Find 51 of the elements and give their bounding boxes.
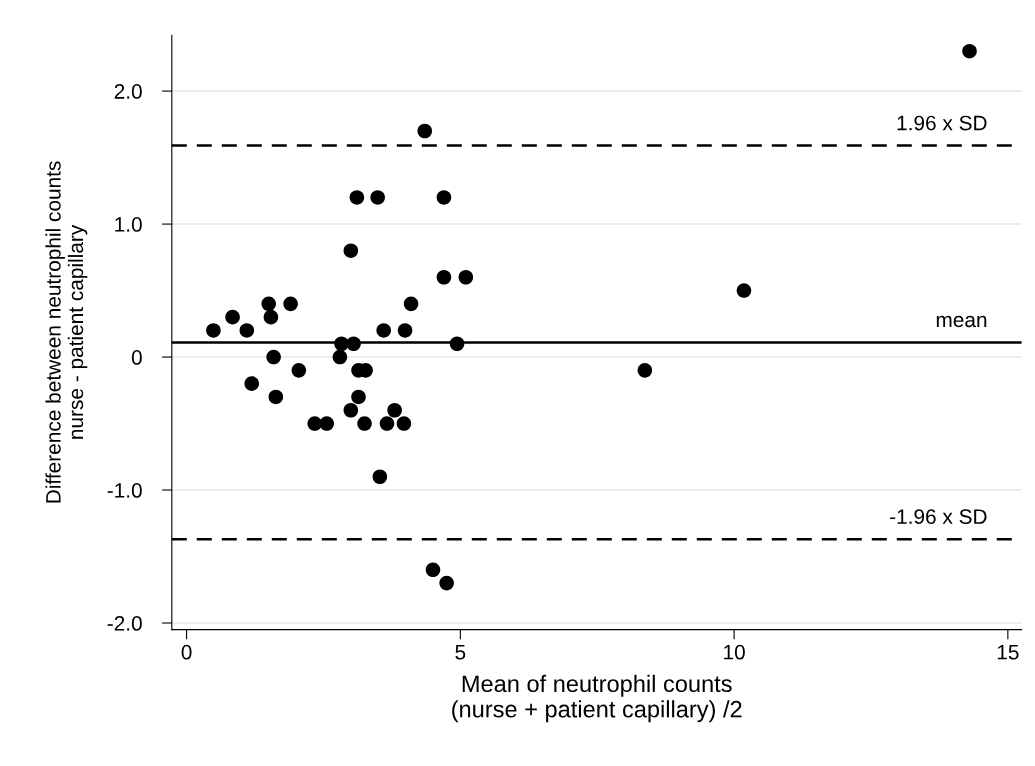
point — [387, 402, 402, 418]
point — [376, 323, 391, 338]
point — [291, 363, 307, 378]
point — [397, 323, 413, 338]
point — [239, 323, 255, 338]
x-tick-label: 10 — [724, 644, 745, 660]
point — [266, 349, 281, 365]
x-tick-label: 0 — [181, 644, 192, 660]
point — [244, 376, 260, 391]
point — [351, 389, 366, 405]
point — [736, 283, 752, 298]
point — [268, 389, 284, 405]
point — [346, 336, 361, 352]
point — [403, 296, 419, 312]
point — [261, 296, 276, 312]
point — [283, 296, 298, 312]
point — [263, 309, 279, 325]
point — [436, 190, 452, 205]
x-tick-label: 15 — [997, 645, 1019, 660]
ref-line-label: 1.96 x SD — [897, 115, 987, 131]
point — [439, 575, 454, 591]
point — [379, 416, 395, 431]
y-tick-label: -2.0 — [107, 616, 142, 631]
x-tick-label: 5 — [455, 645, 466, 660]
point — [637, 363, 653, 378]
point — [417, 123, 433, 139]
point — [349, 190, 365, 205]
point — [396, 416, 412, 431]
point — [425, 562, 441, 578]
point — [458, 269, 474, 285]
point — [319, 416, 335, 431]
point — [436, 269, 452, 285]
y-tick-label: 0 — [131, 350, 142, 365]
y-tick-label: 2.0 — [114, 84, 142, 99]
y-tick-label: -1.0 — [107, 483, 142, 498]
point — [357, 416, 372, 431]
point — [370, 190, 385, 205]
point — [962, 43, 977, 59]
point — [225, 309, 240, 325]
x-axis-title: Mean of neutrophil counts (nurse + patient capillary) /2 — [452, 674, 742, 723]
y-axis-title: Difference between neutrophil counts nurse - patient capillary — [45, 161, 88, 503]
point — [449, 336, 465, 352]
point — [332, 349, 348, 365]
point — [206, 323, 221, 338]
point — [343, 402, 359, 418]
point — [307, 416, 322, 431]
point — [343, 243, 359, 258]
ref-line-label: -1.96 x SD — [890, 509, 987, 524]
ref-line-label: mean — [936, 315, 987, 328]
y-tick-label: 1.0 — [115, 217, 142, 232]
point — [372, 469, 388, 485]
